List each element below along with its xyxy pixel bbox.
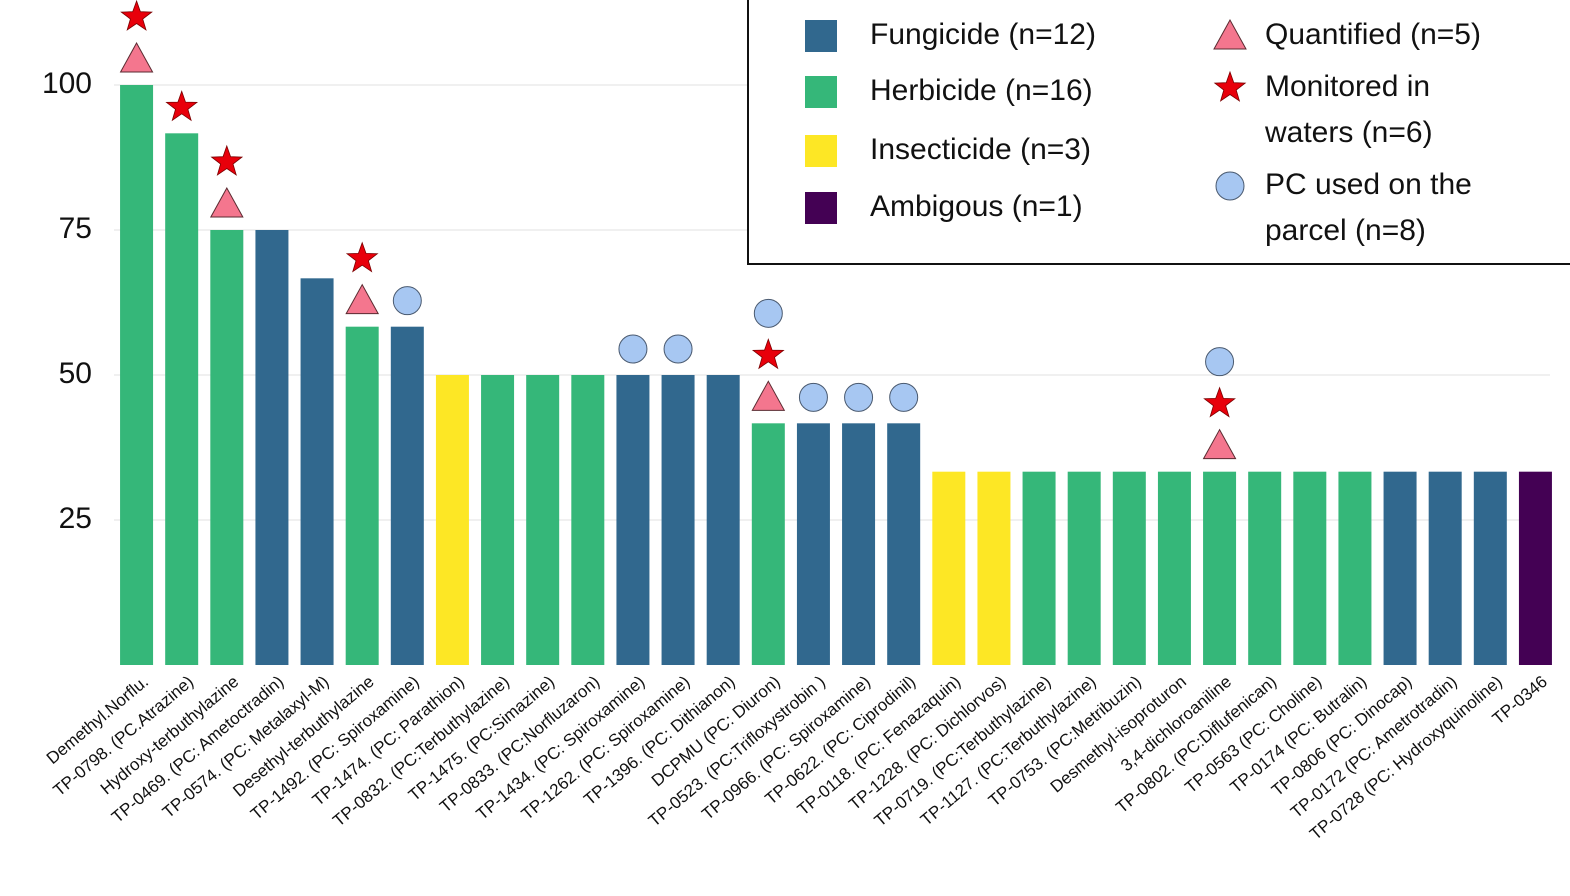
legend-swatch: [805, 20, 837, 52]
marker-circle: [844, 382, 874, 412]
bar: [616, 375, 650, 665]
bar: [842, 423, 876, 665]
marker-triangle: [209, 186, 244, 218]
bar: [1203, 471, 1237, 665]
y-tick-label: 75: [59, 212, 92, 245]
legend-marker: [1213, 18, 1247, 50]
legend-box: [747, 0, 1570, 265]
marker-triangle: [119, 41, 154, 73]
bar: [706, 375, 740, 665]
y-tick-label: 50: [59, 357, 92, 390]
legend-swatch: [805, 192, 837, 224]
bar: [481, 375, 515, 665]
legend-label: Monitored in waters (n=6): [1264, 70, 1433, 149]
bar: [1518, 471, 1552, 665]
bar: [300, 278, 334, 665]
bar: [977, 471, 1011, 665]
bar: [1473, 471, 1507, 665]
legend-marker: [1213, 70, 1247, 102]
bar: [120, 85, 154, 665]
y-tick-label: 25: [59, 502, 92, 535]
legend-swatch: [805, 76, 837, 108]
marker-circle: [663, 334, 693, 364]
bar: [435, 375, 469, 665]
legend-label: Fungicide (n=12): [870, 18, 1096, 51]
legend-label: Quantified (n=5): [1265, 18, 1481, 51]
bar: [1293, 471, 1327, 665]
marker-star: [165, 90, 199, 122]
marker-circle: [889, 382, 919, 412]
bar: [1338, 471, 1372, 665]
bar: [1157, 471, 1191, 665]
bar: [390, 326, 424, 665]
marker-circle: [392, 286, 422, 316]
bar: [887, 423, 921, 665]
bar: [1383, 471, 1417, 665]
marker-star: [1203, 386, 1236, 418]
bar: [661, 375, 695, 665]
marker-circle: [618, 334, 648, 364]
bar: [345, 326, 379, 665]
bar: [1022, 471, 1056, 665]
bar: [571, 375, 605, 665]
bar: [255, 230, 289, 665]
marker-circle: [798, 382, 828, 412]
bar: [1428, 471, 1462, 665]
marker-star: [751, 338, 785, 370]
bar: [1067, 471, 1101, 665]
legend-label: Ambigous (n=1): [870, 190, 1083, 223]
marker-triangle: [345, 283, 380, 315]
legend-swatch: [805, 135, 837, 167]
legend-label: Herbicide (n=16): [870, 74, 1093, 107]
marker-circle: [753, 298, 783, 328]
marker-circle: [1205, 347, 1235, 377]
bar: [1112, 471, 1146, 665]
bar: [751, 423, 785, 665]
bar: [796, 423, 830, 665]
bar: [932, 471, 966, 665]
marker-triangle: [751, 380, 786, 411]
y-tick-label: 100: [42, 67, 92, 100]
bar: [210, 230, 244, 665]
bar: [165, 133, 199, 666]
legend-marker: [1215, 171, 1245, 201]
legend-label: PC used on the parcel (n=8): [1265, 168, 1472, 247]
marker-triangle: [1202, 428, 1237, 460]
bar: [526, 375, 560, 665]
marker-star: [120, 0, 153, 31]
legend-label: Insecticide (n=3): [870, 133, 1091, 166]
marker-star: [210, 144, 244, 176]
bar: [1248, 471, 1282, 665]
marker-star: [345, 241, 379, 273]
